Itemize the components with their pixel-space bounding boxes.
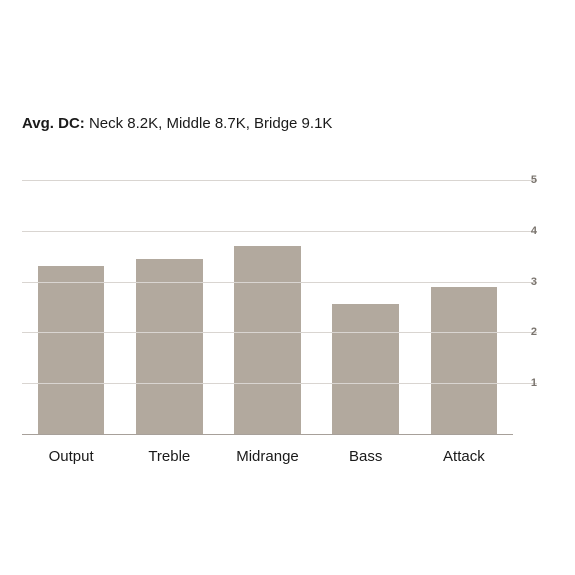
avg-dc-label: Avg. DC: [22,115,85,132]
tone-chart: 12345 Output Treble Midrange Bass Attack [22,180,537,470]
bar-attack [431,287,498,434]
gridline [22,180,537,181]
avg-dc-line: Avg. DC: Neck 8.2K, Middle 8.7K, Bridge … [22,115,332,132]
bar-bass [332,304,399,434]
ytick-label: 2 [517,326,537,338]
gridline [22,231,537,232]
bar-treble [136,259,203,434]
ytick-label: 3 [517,276,537,288]
chart-plot: 12345 [22,180,513,435]
xlabel-bass: Bass [349,448,382,465]
ytick-label: 4 [517,225,537,237]
xlabel-output: Output [49,448,94,465]
xlabel-treble: Treble [148,448,190,465]
gridline [22,282,537,283]
xlabel-attack: Attack [443,448,485,465]
ytick-label: 5 [517,174,537,186]
page: Avg. DC: Neck 8.2K, Middle 8.7K, Bridge … [0,0,575,575]
bar-midrange [234,246,301,434]
avg-dc-value: Neck 8.2K, Middle 8.7K, Bridge 9.1K [85,115,333,132]
chart-xlabels: Output Treble Midrange Bass Attack [22,440,513,470]
xlabel-midrange: Midrange [236,448,299,465]
ytick-label: 1 [517,377,537,389]
gridline [22,332,537,333]
bar-output [38,266,105,434]
gridline [22,383,537,384]
chart-bars [22,180,513,434]
